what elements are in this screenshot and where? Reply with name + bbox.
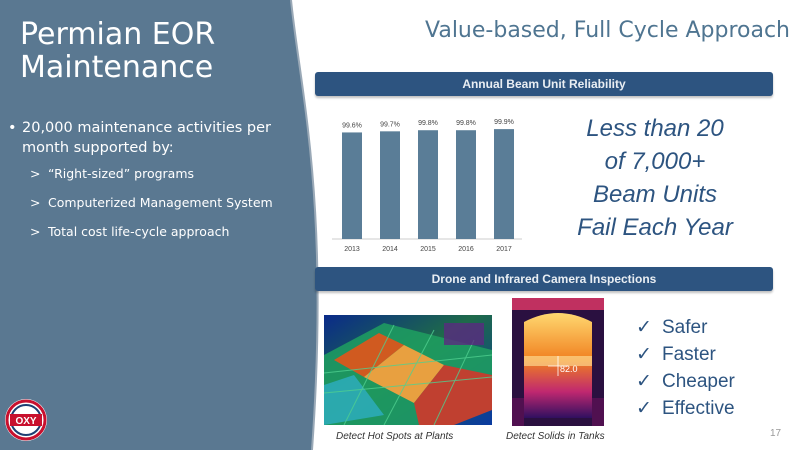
slide-title-line-1: Permian EOR bbox=[20, 17, 216, 52]
benefit-item: ✓ Safer bbox=[636, 314, 735, 341]
arrow-right-icon: > bbox=[30, 195, 41, 210]
callout-line: of 7,000+ bbox=[604, 148, 706, 175]
sub-bullet-list: > “Right-sized” programs > Computerized Ma… bbox=[8, 166, 298, 239]
chart-tick-label: 2013 bbox=[344, 246, 360, 253]
chart-data-label: 99.8% bbox=[456, 120, 476, 127]
sub-bullet-item: > “Right-sized” programs bbox=[30, 166, 298, 181]
checkmark-icon: ✓ bbox=[636, 344, 652, 365]
chart-data-label: 99.9% bbox=[494, 119, 514, 126]
slide-title: Permian EOR Maintenance bbox=[20, 18, 290, 84]
benefits-list: ✓ Safer ✓ Faster ✓ Cheaper ✓ Effective bbox=[636, 314, 735, 422]
left-bullet-list: • 20,000 maintenance activities per mont… bbox=[8, 118, 298, 253]
sub-bullet-text: Total cost life-cycle approach bbox=[48, 224, 230, 239]
benefit-text: Safer bbox=[662, 317, 708, 338]
arrow-right-icon: > bbox=[30, 224, 41, 239]
thermal-plant-photo bbox=[324, 315, 492, 425]
benefit-item: ✓ Cheaper bbox=[636, 368, 735, 395]
chart-bar bbox=[494, 129, 514, 239]
sub-bullet-item: > Total cost life-cycle approach bbox=[30, 224, 298, 239]
benefit-text: Effective bbox=[662, 398, 735, 419]
callout-line: Beam Units bbox=[592, 181, 718, 208]
chart-data-label: 99.7% bbox=[380, 121, 400, 128]
benefit-text: Faster bbox=[662, 344, 716, 365]
logo-text: OXY bbox=[15, 416, 36, 427]
slide-title-line-2: Maintenance bbox=[20, 50, 214, 85]
oxy-logo: OXY bbox=[5, 399, 47, 441]
chart-tick-label: 2016 bbox=[458, 246, 474, 253]
tank-photo-caption: Detect Solids in Tanks bbox=[506, 431, 605, 442]
chart-bar bbox=[342, 132, 362, 239]
thermal-tank-photo: 82.0 bbox=[512, 298, 604, 426]
sub-bullet-text: Computerized Management System bbox=[48, 195, 273, 210]
benefit-text: Cheaper bbox=[662, 371, 735, 392]
main-title: Value-based, Full Cycle Approach bbox=[425, 18, 790, 43]
checkmark-icon: ✓ bbox=[636, 371, 652, 392]
sub-bullet-text: “Right-sized” programs bbox=[48, 166, 195, 181]
chart-tick-label: 2015 bbox=[420, 246, 436, 253]
bullet-main: • 20,000 maintenance activities per mont… bbox=[8, 118, 298, 158]
chart-bar bbox=[418, 130, 438, 239]
checkmark-icon: ✓ bbox=[636, 398, 652, 419]
sub-bullet-item: > Computerized Management System bbox=[30, 195, 298, 210]
inspections-section-header: Drone and Infrared Camera Inspections bbox=[315, 267, 773, 291]
benefit-item: ✓ Effective bbox=[636, 395, 735, 422]
chart-data-label: 99.6% bbox=[342, 122, 362, 129]
plant-photo-caption: Detect Hot Spots at Plants bbox=[336, 431, 454, 442]
checkmark-icon: ✓ bbox=[636, 317, 652, 338]
failure-callout: Less than 20 of 7,000+ Beam Units Fail E… bbox=[560, 112, 750, 244]
bullet-dot-icon: • bbox=[8, 120, 17, 136]
page-number: 17 bbox=[770, 428, 782, 439]
reliability-section-header: Annual Beam Unit Reliability bbox=[315, 72, 773, 96]
benefit-item: ✓ Faster bbox=[636, 341, 735, 368]
chart-bar bbox=[380, 131, 400, 239]
reliability-bar-chart: 99.6% 2013 99.7% 2014 99.8% 2015 99.8% 2016 99.9… bbox=[332, 119, 522, 253]
chart-bar bbox=[456, 130, 476, 239]
callout-line: Fail Each Year bbox=[577, 214, 733, 241]
bullet-main-text: 20,000 maintenance activities per month … bbox=[22, 120, 272, 156]
chart-tick-label: 2017 bbox=[496, 246, 512, 253]
tank-temperature-reading: 82.0 bbox=[560, 364, 578, 374]
arrow-right-icon: > bbox=[30, 166, 41, 181]
callout-line: Less than 20 bbox=[586, 115, 724, 142]
chart-data-label: 99.8% bbox=[418, 120, 438, 127]
chart-tick-label: 2014 bbox=[382, 246, 398, 253]
